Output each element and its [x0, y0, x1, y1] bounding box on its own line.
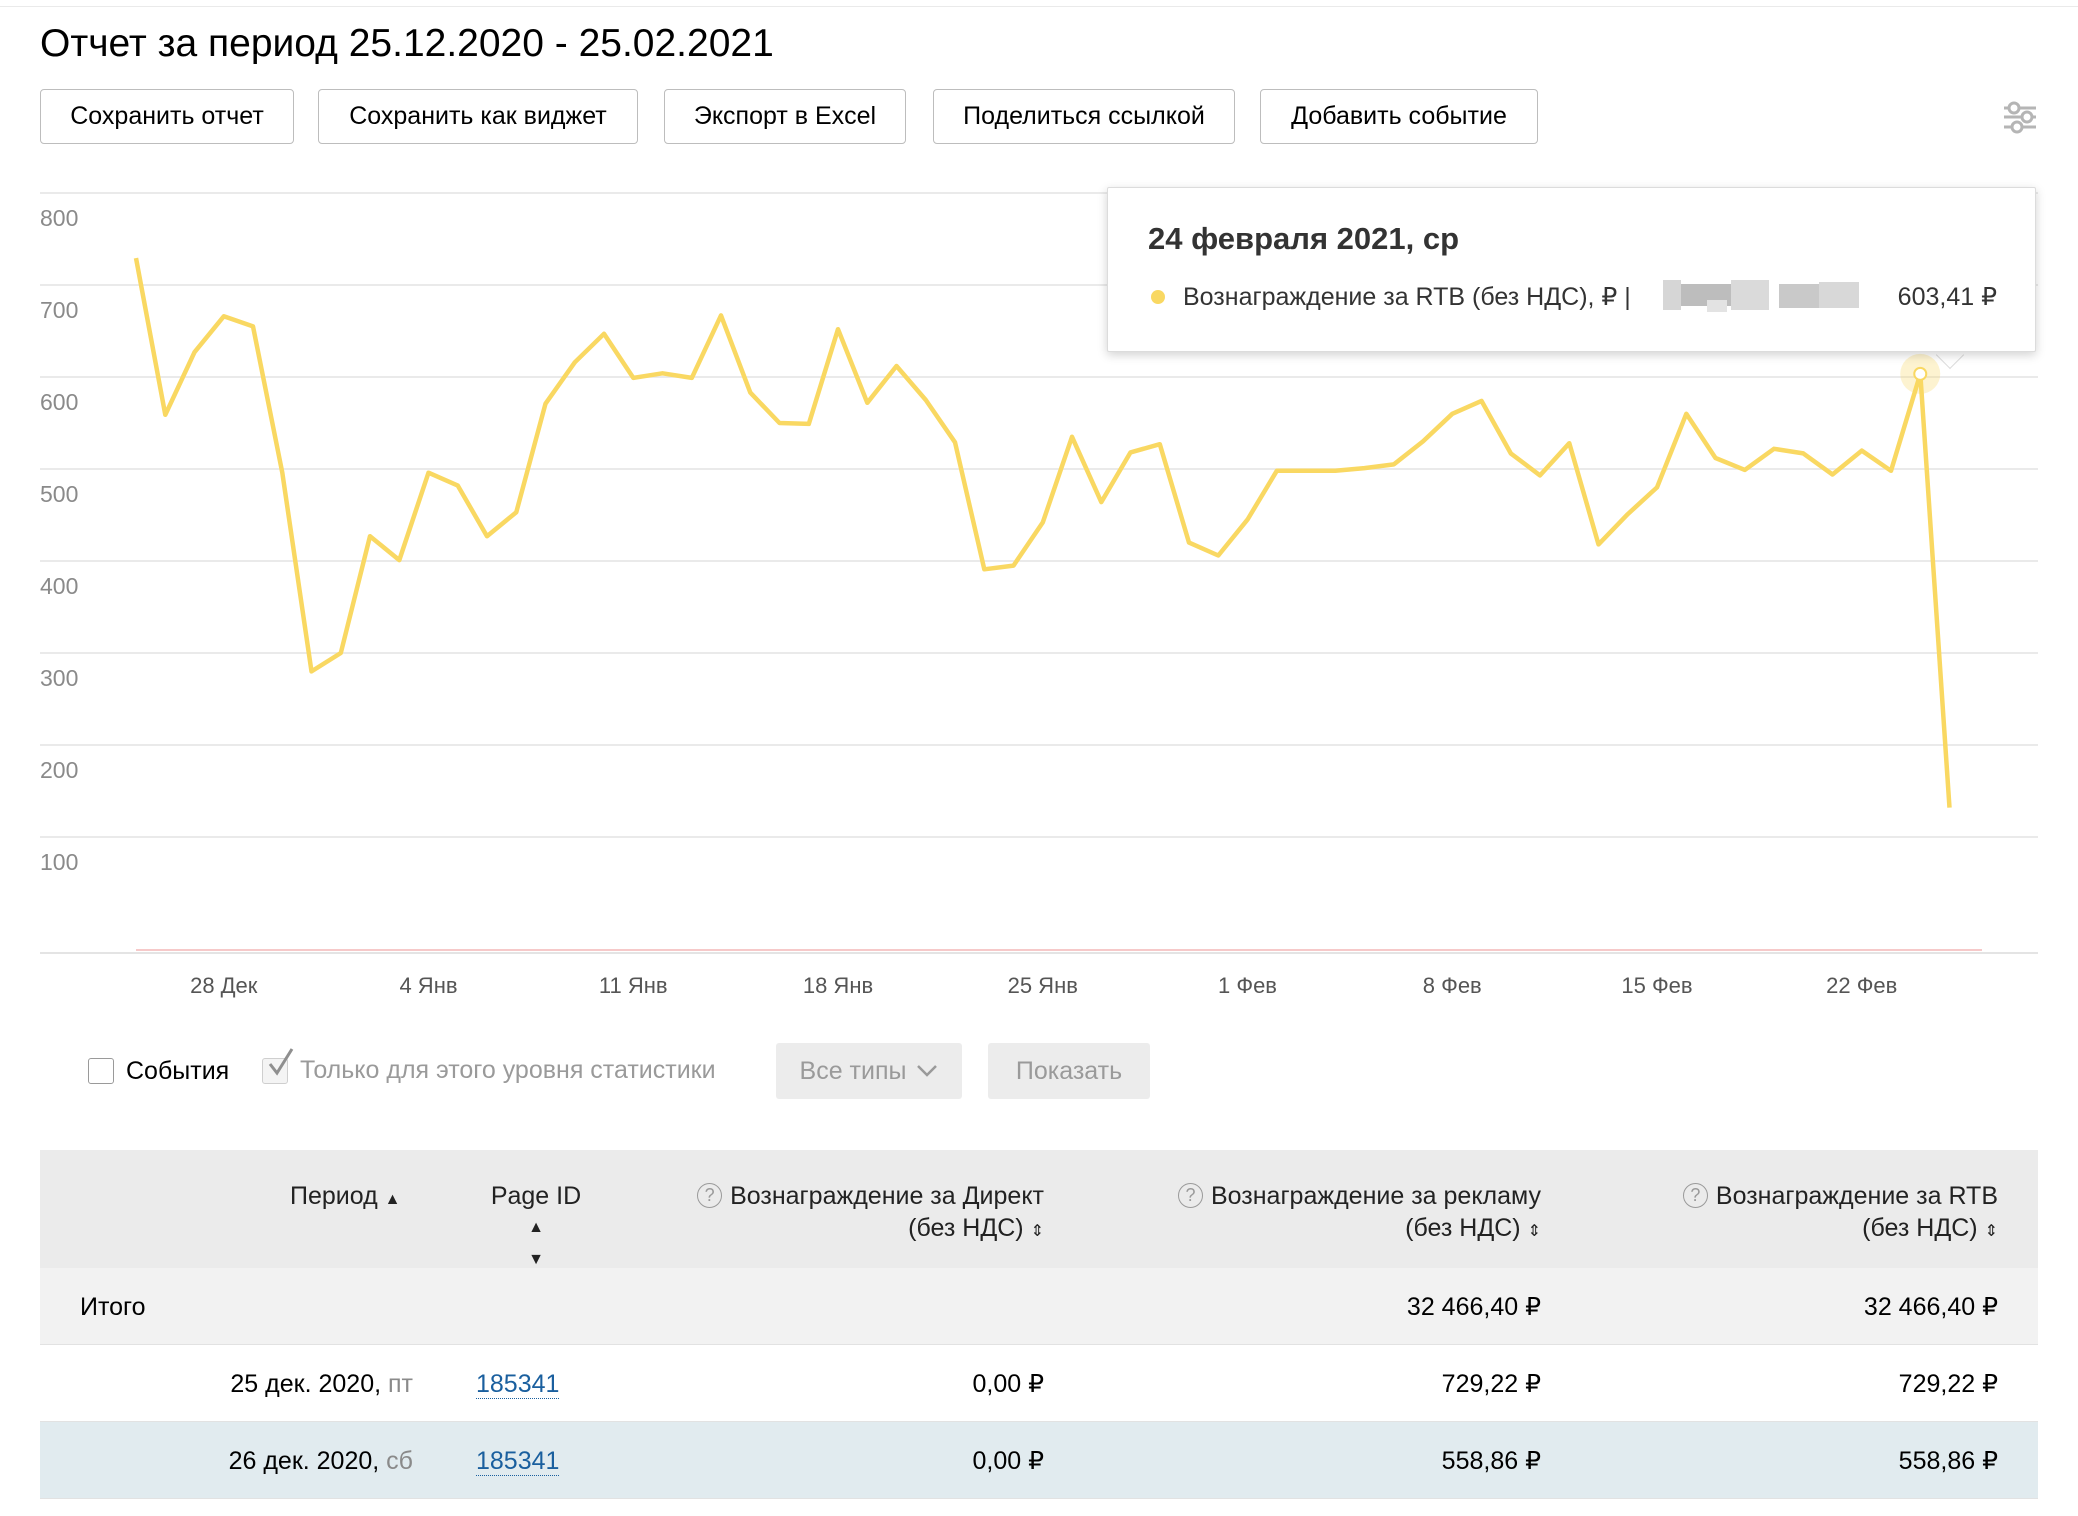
- y-tick-label: 800: [40, 205, 78, 231]
- save-as-widget-button[interactable]: Сохранить как виджет: [318, 89, 638, 144]
- row-direct: 0,00 ₽: [972, 1447, 1044, 1475]
- row-day-of-week: сб: [386, 1447, 413, 1475]
- table-row: 25 дек. 2020, пт 185341 0,00 ₽ 729,22 ₽ …: [40, 1345, 2038, 1422]
- column-page-id-label: Page ID: [490, 1182, 582, 1210]
- series-line-path: [133, 257, 1952, 808]
- chart-grid: [40, 192, 2038, 954]
- sort-asc-icon: ▲: [384, 1191, 401, 1208]
- row-ads: 729,22 ₽: [1441, 1370, 1541, 1398]
- sort-both-icon: ⇕: [1984, 1223, 1998, 1240]
- column-period[interactable]: Период ▲: [290, 1180, 400, 1216]
- row-page-id-link[interactable]: 185341: [476, 1369, 560, 1399]
- column-period-label: Период: [290, 1182, 378, 1210]
- column-rtb-label-2: (без НДС): [1862, 1214, 1978, 1242]
- x-tick-label: 18 Янв: [803, 973, 873, 998]
- sort-both-icon: ⇕: [1030, 1223, 1044, 1240]
- x-tick-label: 22 Фев: [1826, 973, 1897, 998]
- table-row: 26 дек. 2020, сб 185341 0,00 ₽ 558,86 ₽ …: [40, 1422, 2038, 1499]
- table-header: Период ▲ Page ID ▲ ▼ ? Вознаграждение за Д…: [40, 1150, 2038, 1268]
- save-report-button[interactable]: Сохранить отчет: [40, 89, 294, 144]
- sliders-icon[interactable]: [2002, 100, 2038, 134]
- hover-point-marker: [1913, 366, 1928, 381]
- column-rtb-label: Вознаграждение за RTB: [1715, 1182, 1998, 1210]
- hover-point: [1900, 353, 1941, 394]
- sort-both-icon: ⇕: [1527, 1223, 1541, 1240]
- blurred-redaction: [1663, 278, 1863, 312]
- column-rtb-reward[interactable]: ? Вознаграждение за RTB (без НДС) ⇕: [1682, 1180, 1998, 1248]
- row-day-of-week: пт: [388, 1370, 413, 1398]
- row-ads: 558,86 ₽: [1441, 1447, 1541, 1475]
- sort-both-icon: ▲ ▼: [528, 1219, 544, 1268]
- tooltip-date: 24 февраля 2021, ср: [1148, 221, 1460, 256]
- y-tick-label: 700: [40, 297, 78, 323]
- row-date-value: 25 дек. 2020,: [230, 1370, 382, 1398]
- row-direct: 0,00 ₽: [972, 1370, 1044, 1398]
- y-tick-label: 400: [40, 573, 78, 599]
- help-icon[interactable]: ?: [697, 1183, 723, 1208]
- tooltip-series-name: Вознаграждение за RTB (без НДС), ₽ |: [1183, 283, 1631, 311]
- chart-tooltip: 24 февраля 2021, ср Вознаграждение за RT…: [1107, 187, 2036, 352]
- row-rtb: 558,86 ₽: [1898, 1447, 1998, 1475]
- x-tick-label: 11 Янв: [599, 973, 668, 998]
- series-line: [133, 257, 1952, 808]
- x-tick-label: 4 Янв: [399, 973, 457, 998]
- page-id-link-text[interactable]: 185341: [476, 1447, 560, 1476]
- column-ads-label: Вознаграждение за рекламу: [1210, 1182, 1541, 1210]
- row-page-id-link[interactable]: 185341: [476, 1446, 560, 1476]
- total-label: Итого: [80, 1293, 146, 1321]
- events-toggle[interactable]: События: [88, 1043, 229, 1099]
- series-color-dot-icon: [1151, 290, 1165, 304]
- page-id-link-text[interactable]: 185341: [476, 1370, 560, 1399]
- x-tick-label: 8 Фев: [1423, 973, 1482, 998]
- y-tick-label: 300: [40, 665, 78, 691]
- total-ads: 32 466,40 ₽: [1406, 1293, 1541, 1321]
- help-icon[interactable]: ?: [1177, 1183, 1203, 1208]
- x-axis-ticks: 28 Дек 4 Янв 11 Янв 18 Янв 25 Янв 1 Фев 8 Фев 1…: [190, 973, 1897, 998]
- x-tick-label: 25 Янв: [1008, 973, 1078, 998]
- top-divider: [0, 6, 2078, 7]
- event-types-select[interactable]: Все типы: [776, 1043, 962, 1099]
- rtb-reward-line-chart[interactable]: 800 700 600 500 400 300 200 100 28 Дек 4 Янв 11 Я…: [0, 170, 2078, 1020]
- x-tick-label: 28 Дек: [190, 973, 258, 998]
- table-total-row: Итого 32 466,40 ₽ 32 466,40 ₽: [40, 1268, 2038, 1345]
- y-tick-label: 100: [40, 849, 78, 875]
- help-icon[interactable]: ?: [1682, 1183, 1708, 1208]
- row-date-value: 26 дек. 2020,: [228, 1447, 380, 1475]
- y-axis-ticks: 800 700 600 500 400 300 200 100: [40, 205, 78, 875]
- y-tick-label: 500: [40, 481, 78, 507]
- column-direct-label: Вознаграждение за Директ: [730, 1182, 1044, 1210]
- column-direct-reward[interactable]: ? Вознаграждение за Директ (без НДС) ⇕: [697, 1180, 1044, 1248]
- row-date: 26 дек. 2020, сб: [229, 1446, 413, 1476]
- column-ads-label-2: (без НДС): [1405, 1214, 1521, 1242]
- export-excel-button[interactable]: Экспорт в Excel: [664, 89, 906, 144]
- row-rtb: 729,22 ₽: [1898, 1370, 1998, 1398]
- y-tick-label: 200: [40, 757, 78, 783]
- events-checkbox[interactable]: [88, 1058, 114, 1084]
- events-label: События: [126, 1056, 230, 1085]
- tooltip-value: 603,41 ₽: [1897, 283, 1997, 311]
- checkmark-icon: [268, 1048, 294, 1076]
- x-tick-label: 1 Фев: [1218, 973, 1277, 998]
- show-button[interactable]: Показать: [988, 1043, 1150, 1099]
- column-page-id[interactable]: Page ID ▲ ▼: [468, 1180, 604, 1276]
- x-tick-label: 15 Фев: [1621, 973, 1692, 998]
- column-direct-label-2: (без НДС): [908, 1214, 1024, 1242]
- event-types-value: Все типы: [799, 1056, 907, 1085]
- column-ads-reward[interactable]: ? Вознаграждение за рекламу (без НДС) ⇕: [1177, 1180, 1541, 1248]
- table-row: [40, 1499, 2038, 1516]
- add-event-button[interactable]: Добавить событие: [1260, 89, 1538, 144]
- share-link-button[interactable]: Поделиться ссылкой: [933, 89, 1235, 144]
- page-title: Отчет за период 25.12.2020 - 25.02.2021: [40, 22, 774, 65]
- row-date: 25 дек. 2020, пт: [230, 1369, 413, 1399]
- y-tick-label: 600: [40, 389, 78, 415]
- only-this-level-label: Только для этого уровня статистики: [300, 1056, 716, 1084]
- total-rtb: 32 466,40 ₽: [1863, 1293, 1998, 1321]
- chevron-down-icon: [917, 1065, 938, 1077]
